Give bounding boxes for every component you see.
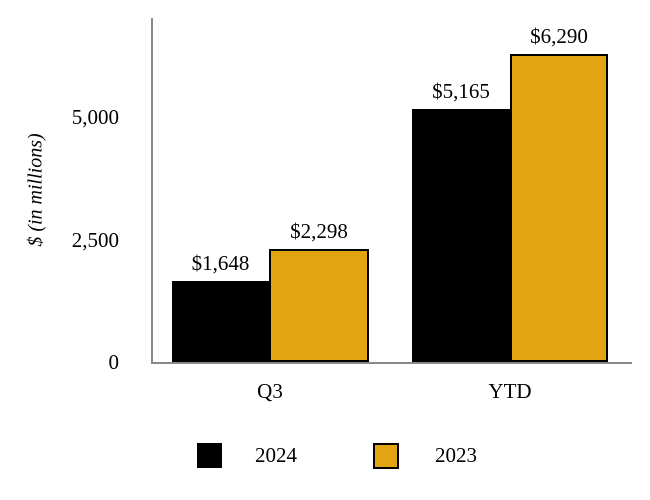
x-axis-label-q3: Q3 (257, 379, 283, 403)
bar-value-label-ytd-2023: $6,290 (530, 24, 588, 48)
bar-ytd-2024 (412, 109, 510, 362)
bar-ytd-2023 (510, 54, 608, 362)
bar-value-label-ytd-2024: $5,165 (432, 79, 490, 103)
legend-label-2024: 2024 (255, 443, 297, 467)
bar-q3-2024 (172, 281, 269, 362)
legend-swatch-2024 (197, 443, 222, 468)
legend-swatch-2023 (373, 443, 399, 469)
y-tick-label-0: 0 (108, 350, 120, 374)
bar-group-q3-2024: $1,648 (172, 252, 269, 362)
y-axis-line (151, 18, 153, 364)
bar-q3-2023 (269, 249, 369, 362)
bar-group-q3-2023: $2,298 (269, 220, 369, 362)
bar-value-label-q3-2023: $2,298 (290, 219, 348, 243)
y-tick-label-5000: 5,000 (71, 105, 119, 129)
x-axis-line (151, 362, 632, 364)
bar-group-ytd-2024: $5,165 (412, 80, 510, 362)
bar-value-label-q3-2024: $1,648 (191, 251, 250, 275)
y-tick-label-2500: 2,500 (71, 228, 119, 252)
legend-label-2023: 2023 (435, 443, 477, 467)
bar-group-ytd-2023: $6,290 (510, 25, 608, 362)
x-axis-label-ytd: YTD (488, 379, 532, 403)
